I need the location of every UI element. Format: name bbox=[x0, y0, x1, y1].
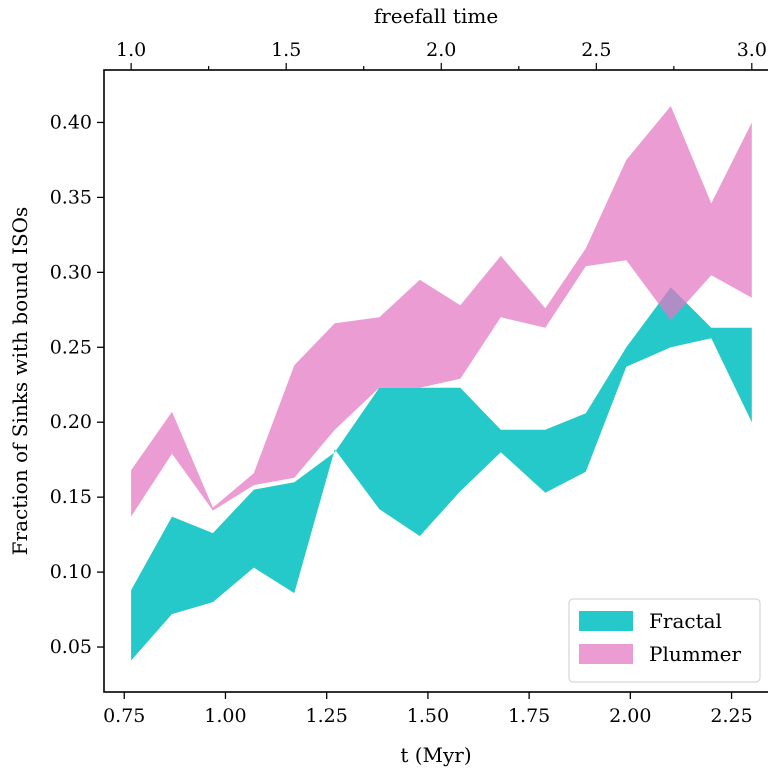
x-axis-label: t (Myr) bbox=[400, 743, 471, 767]
ticks-group: 0.75 1.00 1.25 1.50 1.75 2.00 2.25 0.05 0.10 0.15… bbox=[50, 39, 767, 727]
x-tick-label: 1.50 bbox=[407, 705, 449, 727]
y-tick-label: 0.25 bbox=[50, 336, 92, 358]
top-tick-label: 1.5 bbox=[271, 39, 301, 61]
y-tick-label: 0.10 bbox=[50, 561, 92, 583]
area-series-plummer bbox=[131, 106, 752, 517]
x-tick-label: 2.00 bbox=[609, 705, 651, 727]
y-tick-label: 0.15 bbox=[50, 486, 92, 508]
legend-swatch-fractal bbox=[579, 611, 633, 631]
legend: Fractal Plummer bbox=[568, 598, 761, 683]
legend-swatch-plummer bbox=[579, 644, 633, 664]
x-tick-label: 0.75 bbox=[103, 705, 145, 727]
x-tick-label: 1.75 bbox=[508, 705, 550, 727]
top-tick-label: 2.5 bbox=[581, 39, 611, 61]
legend-label-fractal: Fractal bbox=[649, 609, 722, 633]
top-tick-label: 1.0 bbox=[116, 39, 146, 61]
top-axis-label: freefall time bbox=[374, 4, 498, 28]
x-tick-label: 1.25 bbox=[306, 705, 348, 727]
area-series-group bbox=[131, 106, 752, 661]
area-series-fractal bbox=[131, 287, 752, 661]
top-tick-label: 3.0 bbox=[737, 39, 767, 61]
legend-label-plummer: Plummer bbox=[649, 642, 742, 666]
x-tick-label: 2.25 bbox=[710, 705, 752, 727]
plot-frame bbox=[103, 69, 768, 693]
y-axis-label: Fraction of Sinks with bound ISOs bbox=[8, 207, 32, 556]
y-tick-label: 0.05 bbox=[50, 636, 92, 658]
axes-group bbox=[103, 69, 768, 693]
y-tick-label: 0.30 bbox=[50, 261, 92, 283]
y-tick-label: 0.40 bbox=[50, 111, 92, 133]
top-tick-label: 2.0 bbox=[426, 39, 456, 61]
x-tick-label: 1.00 bbox=[204, 705, 246, 727]
y-tick-label: 0.20 bbox=[50, 411, 92, 433]
y-tick-label: 0.35 bbox=[50, 186, 92, 208]
